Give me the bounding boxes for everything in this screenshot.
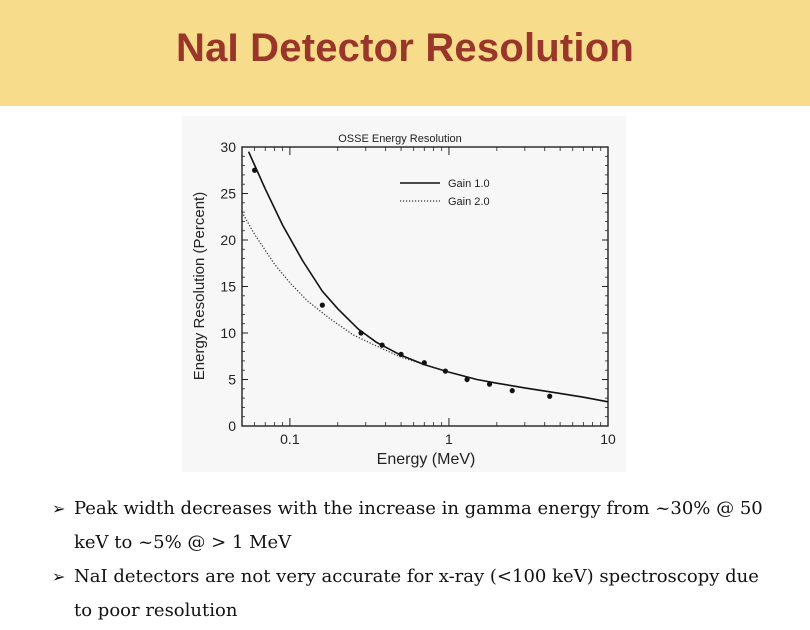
axes-group: 0 5 10 15 20 25 30 0.1 1 10 (220, 139, 616, 447)
bullet-text: NaI detectors are not very accurate for … (74, 566, 759, 621)
data-point (319, 302, 325, 308)
x-tick-label: 0.1 (280, 431, 300, 447)
y-tick-label: 20 (220, 232, 236, 248)
bullet-text: Peak width decreases with the increase i… (74, 498, 763, 553)
bullet-list: ➢ Peak width decreases with the increase… (52, 492, 782, 628)
x-axis-label: Energy (MeV) (377, 451, 476, 468)
chart-figure: 0 5 10 15 20 25 30 0.1 1 10 Gain 1.0 Gain 2.0 OSSE… (182, 116, 626, 472)
y-tick-label: 25 (220, 186, 236, 202)
series-line-gain-2-0 (241, 211, 450, 373)
data-point (509, 388, 515, 394)
data-point (398, 351, 404, 357)
y-tick-label: 5 (228, 372, 236, 388)
x-tick-label: 1 (445, 431, 453, 447)
slide-title: NaI Detector Resolution (176, 26, 634, 70)
bullet-item: ➢ Peak width decreases with the increase… (52, 492, 782, 560)
title-bar (0, 0, 810, 106)
series-line-gain-1-0 (247, 151, 609, 403)
data-point (251, 167, 258, 173)
data-point (358, 330, 364, 336)
y-tick-label: 10 (220, 325, 236, 341)
y-tick-label: 0 (228, 418, 236, 434)
bullet-item: ➢ NaI detectors are not very accurate fo… (52, 560, 782, 628)
data-point (442, 368, 448, 374)
y-axis-label: Energy Resolution (Percent) (191, 192, 208, 380)
data-point (421, 360, 427, 366)
legend-label: Gain 2.0 (448, 196, 490, 208)
plot-frame (241, 146, 609, 427)
arrow-bullet-icon: ➢ (52, 567, 66, 586)
x-tick-label: 10 (600, 431, 616, 447)
chart-title: OSSE Energy Resolution (338, 133, 462, 145)
chart-svg: 0 5 10 15 20 25 30 0.1 1 10 Gain 1.0 Gain 2.0 OSSE… (191, 133, 616, 468)
points-group (251, 167, 553, 399)
legend-label: Gain 1.0 (448, 178, 490, 190)
y-tick-label: 30 (220, 139, 236, 155)
y-tick-label: 15 (220, 279, 236, 295)
data-point (464, 376, 470, 383)
data-point (547, 393, 553, 399)
data-point (379, 342, 385, 348)
arrow-bullet-icon: ➢ (52, 499, 66, 518)
legend: Gain 1.0 Gain 2.0 (400, 178, 490, 208)
data-point (486, 381, 493, 387)
